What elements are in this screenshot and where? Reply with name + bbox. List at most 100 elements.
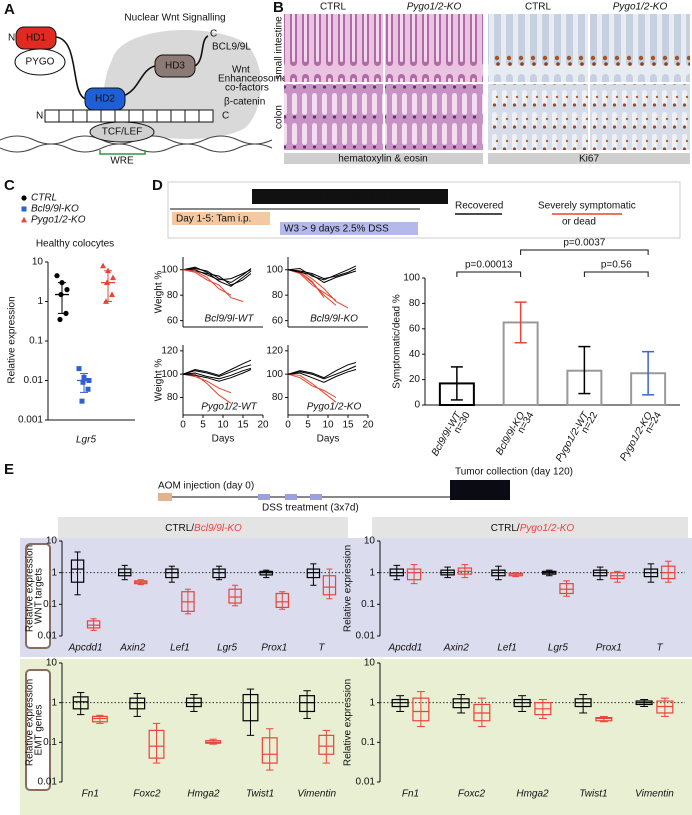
weight-line bbox=[183, 269, 252, 281]
chart-title: Pygo1/2-WT bbox=[201, 402, 257, 413]
weight-line bbox=[287, 373, 337, 403]
n-terminal: N bbox=[8, 33, 15, 44]
weight-line bbox=[182, 373, 232, 394]
x-tick-label: Apcdd1 bbox=[387, 643, 422, 654]
chart-title: Bcl9/9l-KO bbox=[310, 314, 358, 325]
y-tick-label: 0.1 bbox=[43, 737, 57, 748]
point bbox=[76, 366, 82, 372]
analysis-bar bbox=[252, 189, 448, 204]
x-tick-label: Foxc2 bbox=[133, 789, 161, 800]
y-tick-label: 60 bbox=[272, 315, 284, 326]
y-axis-label: Relative expression bbox=[343, 679, 354, 766]
point bbox=[79, 398, 85, 404]
weight-line bbox=[182, 269, 232, 296]
stain-label: Ki67 bbox=[579, 154, 599, 165]
cofactor-label: Enhanceosome bbox=[218, 74, 288, 85]
y-tick-label: 10 bbox=[46, 536, 58, 547]
x-tick-label: Axin2 bbox=[119, 643, 145, 654]
wnt-region bbox=[20, 538, 692, 657]
box bbox=[212, 568, 226, 579]
stain-bar bbox=[488, 153, 690, 164]
histology-image bbox=[488, 84, 588, 150]
weight-line bbox=[182, 369, 252, 382]
box bbox=[129, 697, 146, 710]
y-tick-label: 1 bbox=[51, 697, 57, 708]
tamoxifen-bar bbox=[172, 212, 270, 225]
x-tick-label: 0 bbox=[285, 420, 291, 431]
p-value: p=0.00013 bbox=[465, 260, 513, 271]
x-tick-label: Hmga2 bbox=[187, 789, 220, 800]
dss-mark bbox=[310, 494, 322, 500]
y-axis-label: Weight % bbox=[154, 271, 165, 314]
x-axis-label: Days bbox=[317, 434, 340, 445]
y-tick-label: 60 bbox=[167, 315, 179, 326]
x-tick-label: 20 bbox=[257, 420, 269, 431]
point bbox=[54, 273, 60, 279]
c-terminal: C bbox=[210, 29, 217, 40]
box bbox=[261, 737, 278, 764]
point bbox=[64, 287, 70, 293]
panel-b: B CTRL Pygo1/2-KO CTRL Pygo1/2-KO small … bbox=[273, 0, 690, 165]
title-part: CTRL/ bbox=[491, 523, 520, 534]
y-tick-label: 80 bbox=[167, 290, 179, 301]
box bbox=[322, 575, 337, 596]
point bbox=[80, 379, 86, 385]
hd3-domain bbox=[154, 54, 196, 78]
row-label: WNT targets bbox=[34, 568, 45, 624]
x-tick-label: 15 bbox=[237, 420, 249, 431]
x-tick-label: Lef1 bbox=[497, 643, 516, 654]
y-tick-label: 0.1 bbox=[29, 336, 43, 347]
panel-a: A Nuclear Wnt Signalling N HD1 PYGO HD2 … bbox=[0, 1, 288, 167]
panel-letter: B bbox=[273, 0, 284, 16]
diagram-title: Nuclear Wnt Signalling bbox=[124, 13, 225, 24]
y-tick-label: 80 bbox=[272, 392, 284, 403]
title-bar bbox=[58, 517, 348, 538]
emt-region bbox=[20, 659, 692, 815]
y-axis-label: Relative expression bbox=[25, 545, 36, 632]
box bbox=[242, 693, 259, 722]
y-axis-label: Weight % bbox=[154, 359, 165, 402]
column-label: Pygo1/2-KO bbox=[613, 2, 668, 13]
box bbox=[595, 717, 613, 722]
y-axis-label: Relative expression bbox=[25, 679, 36, 766]
y-tick-label: 0.001 bbox=[18, 415, 43, 426]
bar bbox=[566, 369, 603, 406]
y-axis-label: Relative expression bbox=[343, 545, 354, 632]
weight-line bbox=[287, 269, 357, 284]
stain-label: hematoxylin & eosin bbox=[338, 154, 428, 165]
x-tick-label: 20 bbox=[362, 420, 374, 431]
y-tick-label: 120 bbox=[161, 345, 178, 356]
linker bbox=[194, 35, 209, 67]
point bbox=[57, 316, 63, 323]
y-tick-label: 0.01 bbox=[38, 631, 58, 642]
row-label: EMT genes bbox=[34, 705, 45, 756]
y-tick-label: 80 bbox=[272, 290, 284, 301]
weight-line bbox=[182, 266, 252, 287]
x-tick-label: T bbox=[318, 643, 325, 654]
armadillo-repeats bbox=[44, 109, 214, 123]
x-tick-label: 5 bbox=[200, 420, 206, 431]
stain-bar bbox=[284, 153, 483, 164]
dss-label: W3 > 9 days 2.5% DSS bbox=[284, 224, 389, 235]
y-tick-label: 10 bbox=[46, 658, 58, 669]
y-tick-label: 0.01 bbox=[24, 375, 44, 386]
x-tick-label: Hmga2 bbox=[516, 789, 549, 800]
row-label-box bbox=[25, 543, 51, 649]
box bbox=[228, 588, 242, 604]
cofactor-label: Wnt bbox=[232, 65, 250, 76]
chart-title: Healthy colocytes bbox=[36, 239, 114, 250]
chart-title: Bcl9/9l-WT bbox=[205, 314, 255, 325]
y-axis-label: Symptomatic/dead % bbox=[392, 294, 403, 389]
y-tick-label: 100 bbox=[161, 369, 178, 380]
timeline-label: AOM injection (day 0) bbox=[158, 481, 254, 492]
y-tick-label: 0.1 bbox=[361, 599, 375, 610]
hd3-label: HD3 bbox=[165, 61, 185, 72]
x-tick-label: Fn1 bbox=[402, 789, 419, 800]
panel-letter: E bbox=[4, 461, 14, 478]
x-tick-label: Lgr5 bbox=[217, 643, 237, 654]
y-tick-label: 10 bbox=[32, 257, 44, 268]
box bbox=[86, 620, 101, 629]
weight-line bbox=[287, 362, 357, 379]
x-axis-label: Lgr5 bbox=[76, 435, 96, 446]
box bbox=[165, 568, 179, 579]
